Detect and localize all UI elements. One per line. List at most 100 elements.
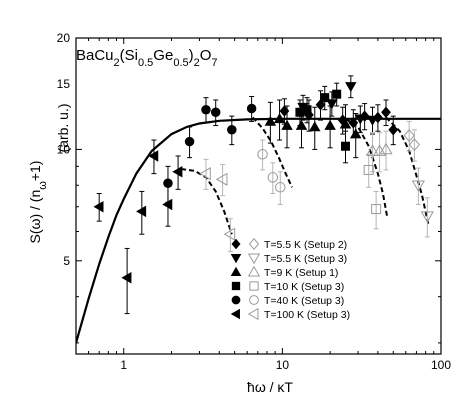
data-point-open — [408, 138, 420, 152]
x-tick-label: 10 — [276, 358, 290, 372]
data-markers — [93, 82, 434, 284]
dashed-fit-curve — [251, 116, 293, 188]
legend-marker-filled — [231, 281, 241, 291]
y-axis-unit-label: (arb. u.) — [55, 103, 71, 152]
data-point-open — [420, 211, 434, 223]
data-point — [339, 118, 352, 129]
legend-marker-filled — [230, 266, 242, 276]
title-subscript: 0.5 — [138, 57, 153, 69]
title-subscript: 0.5 — [173, 57, 188, 69]
y-axis-label: S(ω) / (nω+1) — [27, 161, 49, 244]
data-point — [295, 107, 305, 117]
data-point-open — [371, 204, 382, 215]
data-point — [264, 115, 277, 126]
legend-label: T=9 K (Setup 1) — [264, 267, 338, 279]
legend-label: T=5.5 K (Setup 2) — [264, 239, 347, 251]
data-point — [324, 119, 336, 130]
data-point-open — [403, 129, 415, 143]
dashed-fit-curve — [385, 116, 430, 224]
y-axis-unit: (arb. u.) — [55, 103, 71, 152]
y-label-tail: +1) — [27, 161, 43, 182]
title-part: O — [200, 47, 212, 64]
title-part: (Si — [120, 47, 138, 64]
title-subscript: 7 — [211, 57, 217, 69]
data-point — [162, 198, 173, 211]
data-point — [295, 119, 308, 130]
data-point — [163, 178, 173, 189]
data-point-open — [363, 164, 374, 175]
title-part: BaCu — [76, 47, 114, 64]
data-point — [227, 125, 237, 135]
data-point-open — [379, 142, 393, 155]
x-axis-label: ħω / κT — [247, 379, 293, 395]
data-point — [279, 105, 290, 117]
data-point — [340, 141, 350, 151]
legend-marker-open — [247, 265, 261, 277]
data-point-open — [199, 167, 211, 181]
data-point — [366, 115, 379, 126]
legend-marker-open — [247, 307, 259, 321]
ticks: 1 10 100 5 10 15 20 — [57, 31, 452, 372]
legend-marker-open — [247, 253, 261, 265]
data-point-open — [215, 172, 228, 186]
legend-marker-open — [249, 281, 259, 291]
data-point — [302, 105, 312, 115]
data-point — [136, 205, 147, 218]
data-point — [148, 150, 159, 162]
legend-marker-filled — [231, 238, 241, 250]
data-point — [388, 124, 399, 136]
data-point — [354, 114, 367, 125]
legend-label: T=100 K (Setup 3) — [264, 309, 350, 321]
legend: T=5.5 K (Setup 2) T=5.5 K (Setup 3) T=9 K … — [230, 237, 350, 321]
data-point — [320, 93, 330, 103]
data-point — [93, 200, 104, 213]
data-point — [381, 106, 391, 119]
data-point-open — [257, 149, 268, 160]
data-point — [121, 271, 132, 284]
title-subscript: 2 — [114, 57, 120, 69]
legend-marker-filled — [230, 308, 240, 320]
data-point-open — [275, 182, 286, 193]
data-point-open — [267, 172, 279, 183]
legend-marker-filled — [230, 254, 242, 264]
data-point — [273, 113, 286, 124]
chart-title: BaCu2(Si0.5Ge0.5)2O7 — [76, 47, 218, 69]
y-label-main: S(ω) / (n — [27, 190, 43, 244]
data-point — [184, 136, 195, 147]
y-tick-label: 5 — [63, 254, 70, 268]
data-point — [281, 119, 293, 130]
legend-label: T=5.5 K (Setup 3) — [264, 253, 347, 265]
data-point — [348, 117, 359, 129]
data-point — [246, 103, 257, 114]
data-point-open — [223, 227, 236, 241]
y-tick-label: 10 — [57, 142, 71, 156]
data-point — [172, 166, 183, 178]
data-point — [332, 89, 342, 99]
legend-marker-open — [249, 295, 259, 305]
data-point — [309, 121, 321, 132]
data-point — [345, 82, 357, 93]
y-tick-label: 20 — [57, 31, 71, 45]
solid-fit-curve — [76, 117, 441, 344]
data-point-open — [365, 144, 380, 156]
y-axis-title: S(ω) / (nω+1) — [27, 161, 49, 244]
y-tick-label: 15 — [57, 77, 71, 91]
dashed-fit-curve — [344, 117, 389, 219]
legend-label: T=40 K (Setup 3) — [264, 295, 344, 307]
dashed-fit-curve — [180, 168, 233, 235]
data-point — [210, 107, 221, 118]
y-label-subscript: ω — [37, 181, 49, 190]
x-tick-label: 100 — [431, 358, 451, 372]
data-point — [201, 104, 211, 115]
axes — [75, 37, 442, 355]
title-part: Ge — [153, 47, 173, 64]
plot-frame — [75, 37, 442, 355]
title-subscript: 2 — [194, 57, 200, 69]
data-point — [349, 128, 362, 139]
legend-marker-filled — [231, 295, 241, 305]
data-point-open — [411, 180, 425, 193]
title-part: ) — [189, 47, 194, 64]
legend-label: T=10 K (Setup 3) — [264, 281, 344, 293]
legend-marker-open — [248, 237, 260, 251]
